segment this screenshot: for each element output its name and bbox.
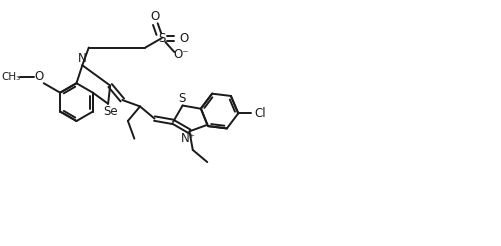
Text: O⁻: O⁻ xyxy=(173,48,188,62)
Text: S: S xyxy=(177,92,185,105)
Text: O: O xyxy=(34,70,43,83)
Text: O: O xyxy=(179,31,188,45)
Text: CH₃: CH₃ xyxy=(2,72,21,82)
Text: Cl: Cl xyxy=(254,107,265,120)
Text: N⁺: N⁺ xyxy=(181,132,195,145)
Text: O: O xyxy=(150,10,160,23)
Text: N: N xyxy=(78,52,87,65)
Text: S: S xyxy=(158,31,165,45)
Text: Se: Se xyxy=(103,105,118,118)
